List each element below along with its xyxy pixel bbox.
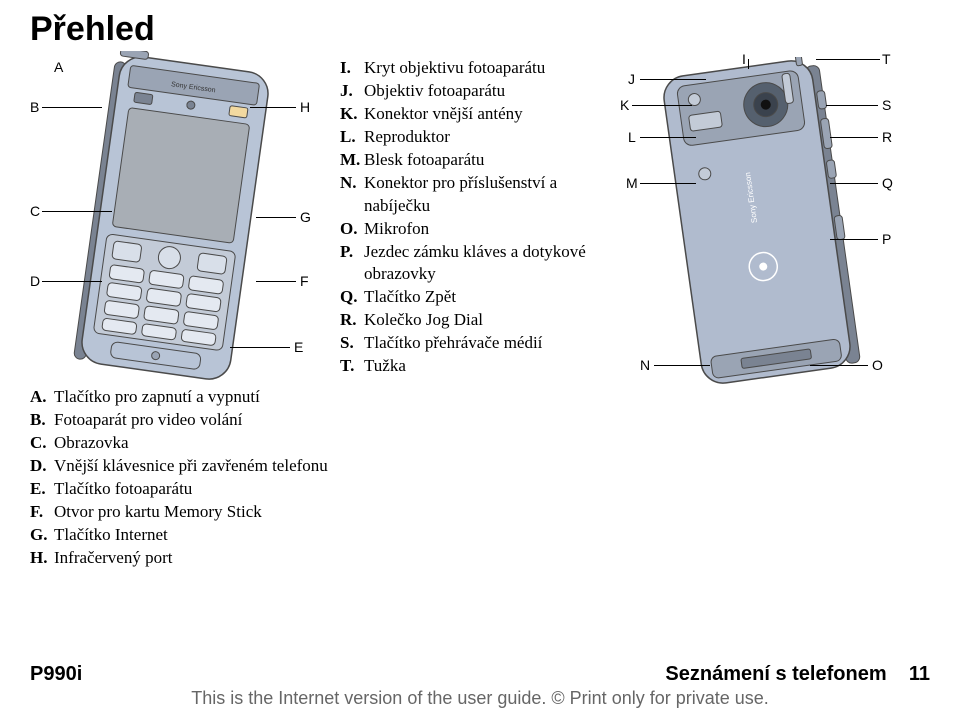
page-title: Přehled <box>30 10 930 49</box>
legend-letter: M. <box>340 149 364 172</box>
legend-text: Fotoaparát pro video volání <box>54 409 340 432</box>
legend-letter: G. <box>30 524 54 547</box>
label-T: T <box>882 51 891 67</box>
legend-item-N: N.Konektor pro příslušenství a nabíječku <box>340 172 620 218</box>
legend-letter: I. <box>340 57 364 80</box>
footer-section-wrap: Seznámení s telefonem 11 <box>665 663 930 686</box>
legend-text: Kryt objektivu fotoaparátu <box>364 57 620 80</box>
legend-letter: A. <box>30 386 54 409</box>
legend-text: Tlačítko pro zapnutí a vypnutí <box>54 386 340 409</box>
legend-item-M: M.Blesk fotoaparátu <box>340 149 620 172</box>
legend-letter: D. <box>30 455 54 478</box>
legend-text: Infračervený port <box>54 547 340 570</box>
label-S: S <box>882 97 891 113</box>
legend-letter: K. <box>340 103 364 126</box>
legend-item-H: H.Infračervený port <box>30 547 340 570</box>
legend-letter: L. <box>340 126 364 149</box>
page-footer: P990i Seznámení s telefonem 11 This is t… <box>0 663 960 709</box>
label-C: C <box>30 203 40 219</box>
label-L: L <box>628 129 636 145</box>
phone-back-diagram: J K L M N I T S R Q P O <box>620 57 890 392</box>
legend-text: Tlačítko přehrávače médií <box>364 332 620 355</box>
footer-model: P990i <box>30 663 82 686</box>
center-column: I.Kryt objektivu fotoaparátu J.Objektiv … <box>340 51 620 570</box>
legend-item-O: O.Mikrofon <box>340 218 620 241</box>
legend-letter: H. <box>30 547 54 570</box>
legend-text: Kolečko Jog Dial <box>364 309 620 332</box>
label-K: K <box>620 97 629 113</box>
legend-text: Konektor pro příslušenství a nabíječku <box>364 172 620 218</box>
legend-text: Objektiv fotoaparátu <box>364 80 620 103</box>
legend-item-J: J.Objektiv fotoaparátu <box>340 80 620 103</box>
legend-item-C: C.Obrazovka <box>30 432 340 455</box>
legend-letter: F. <box>30 501 54 524</box>
label-J: J <box>628 71 635 87</box>
legend-item-K: K.Konektor vnější antény <box>340 103 620 126</box>
legend-item-A: A.Tlačítko pro zapnutí a vypnutí <box>30 386 340 409</box>
label-R: R <box>882 129 892 145</box>
legend-item-B: B.Fotoaparát pro video volání <box>30 409 340 432</box>
legend-letter: N. <box>340 172 364 218</box>
legend-text: Blesk fotoaparátu <box>364 149 620 172</box>
phone-front-svg: Sony Ericsson <box>30 51 310 386</box>
label-M: M <box>626 175 638 191</box>
label-B: B <box>30 99 39 115</box>
footer-page: 11 <box>909 663 930 685</box>
legend-item-G: G.Tlačítko Internet <box>30 524 340 547</box>
legend-item-L: L.Reproduktor <box>340 126 620 149</box>
legend-item-Q: Q.Tlačítko Zpět <box>340 286 620 309</box>
legend-text: Tlačítko Zpět <box>364 286 620 309</box>
label-P: P <box>882 231 891 247</box>
footer-note: This is the Internet version of the user… <box>30 688 930 709</box>
legend-text: Jezdec zámku kláves a dotykové obrazovky <box>364 241 620 287</box>
legend-text: Otvor pro kartu Memory Stick <box>54 501 340 524</box>
legend-letter: P. <box>340 241 364 287</box>
legend-letter: O. <box>340 218 364 241</box>
legend-letter: T. <box>340 355 364 378</box>
label-O: O <box>872 357 883 373</box>
label-D: D <box>30 273 40 289</box>
legend-text: Konektor vnější antény <box>364 103 620 126</box>
label-G: G <box>300 209 311 225</box>
legend-text: Tlačítko fotoaparátu <box>54 478 340 501</box>
label-N: N <box>640 357 650 373</box>
legend-text: Mikrofon <box>364 218 620 241</box>
legend-item-E: E.Tlačítko fotoaparátu <box>30 478 340 501</box>
legend-item-F: F.Otvor pro kartu Memory Stick <box>30 501 340 524</box>
legend-center: I.Kryt objektivu fotoaparátu J.Objektiv … <box>340 57 620 378</box>
right-column: J K L M N I T S R Q P O <box>620 51 920 570</box>
footer-section: Seznámení s telefonem <box>665 663 886 685</box>
legend-item-S: S.Tlačítko přehrávače médií <box>340 332 620 355</box>
legend-letter: Q. <box>340 286 364 309</box>
legend-item-I: I.Kryt objektivu fotoaparátu <box>340 57 620 80</box>
legend-letter: C. <box>30 432 54 455</box>
legend-text: Tlačítko Internet <box>54 524 340 547</box>
legend-letter: E. <box>30 478 54 501</box>
label-E: E <box>294 339 303 355</box>
legend-letter: J. <box>340 80 364 103</box>
legend-text: Tužka <box>364 355 620 378</box>
legend-text: Obrazovka <box>54 432 340 455</box>
legend-letter: B. <box>30 409 54 432</box>
label-Q: Q <box>882 175 893 191</box>
phone-front-diagram: A B C D E F G H <box>30 51 310 386</box>
label-A: A <box>54 59 63 75</box>
legend-item-R: R.Kolečko Jog Dial <box>340 309 620 332</box>
legend-item-P: P.Jezdec zámku kláves a dotykové obrazov… <box>340 241 620 287</box>
phone-back-svg: Sony Ericsson <box>620 57 890 392</box>
label-I: I <box>742 51 746 67</box>
left-column: A B C D E F G H <box>30 51 340 570</box>
content-area: A B C D E F G H <box>30 51 930 570</box>
label-H: H <box>300 99 310 115</box>
label-F: F <box>300 273 309 289</box>
legend-text: Reproduktor <box>364 126 620 149</box>
legend-text: Vnější klávesnice při zavřeném telefonu <box>54 455 340 478</box>
legend-item-D: D.Vnější klávesnice při zavřeném telefon… <box>30 455 340 478</box>
legend-letter: S. <box>340 332 364 355</box>
legend-left: A.Tlačítko pro zapnutí a vypnutí B.Fotoa… <box>30 386 340 570</box>
legend-letter: R. <box>340 309 364 332</box>
legend-item-T: T.Tužka <box>340 355 620 378</box>
